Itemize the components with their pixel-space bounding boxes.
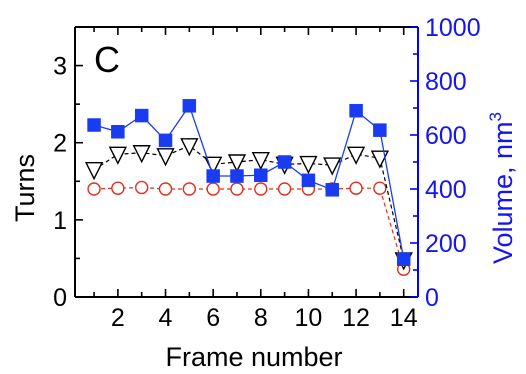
data-point-triangle [84, 162, 104, 181]
data-point-square [349, 103, 363, 118]
y2-tick-label: 200 [425, 230, 467, 258]
data-point-square [254, 168, 268, 182]
series-circle-open [87, 180, 411, 276]
y-axis-title: Turns [10, 154, 40, 222]
data-point-circle [158, 182, 173, 196]
series-square-filled [87, 99, 411, 266]
panel-label: C [94, 39, 120, 80]
data-point-circle [230, 182, 244, 196]
series-line [94, 186, 405, 270]
data-point-triangle [251, 151, 270, 171]
data-point-square [301, 173, 316, 188]
series-line [93, 145, 405, 261]
data-point-circle [134, 180, 149, 195]
y-tick-label: 3 [53, 53, 67, 81]
y2-tick-label: 600 [425, 122, 467, 150]
y2-tick-label: 1000 [425, 14, 481, 42]
y2-tick-label: 400 [425, 176, 467, 204]
data-point-triangle [323, 157, 342, 176]
data-point-circle [206, 182, 220, 196]
y2-axis-title: Volume, nm3 [486, 112, 518, 264]
x-tick-label: 6 [206, 304, 220, 332]
x-tick-label: 12 [342, 304, 370, 332]
data-point-square [134, 108, 149, 123]
x-tick-label: 10 [295, 304, 323, 332]
y2-axis-title-text: Volume, nm [488, 121, 518, 264]
data-point-square [277, 155, 292, 169]
data-point-triangle [346, 146, 366, 165]
data-point-square [182, 99, 197, 113]
data-point-square [111, 125, 125, 139]
data-point-triangle [299, 155, 318, 175]
data-point-square [158, 133, 173, 148]
data-point-circle [254, 182, 268, 196]
y-tick-label: 0 [53, 284, 67, 312]
data-point-circle [87, 182, 101, 196]
data-point-triangle [227, 154, 247, 173]
data-point-square [325, 183, 339, 197]
y-tick-label: 2 [53, 130, 67, 158]
x-tick-label: 2 [111, 304, 125, 332]
data-point-triangle [132, 145, 151, 164]
data-point-square [206, 169, 220, 183]
data-point-circle [182, 182, 197, 196]
y2-tick-label: 800 [425, 68, 467, 96]
x-tick-label: 8 [254, 304, 268, 332]
x-tick-label: 14 [390, 304, 418, 332]
y2-axis-title-superscript: 3 [486, 112, 505, 121]
series-triangle-down-open [84, 138, 413, 271]
data-point-square [87, 118, 101, 132]
series-layer [84, 99, 413, 276]
data-point-triangle [156, 148, 175, 167]
data-point-circle [349, 181, 363, 195]
data-point-square [396, 252, 411, 266]
data-point-triangle [180, 138, 199, 157]
data-point-square [373, 123, 387, 137]
data-point-circle [373, 181, 387, 195]
data-point-circle [277, 182, 292, 196]
data-point-triangle [108, 146, 128, 165]
data-point-circle [111, 181, 125, 195]
data-point-square [230, 169, 244, 183]
y2-tick-label: 0 [425, 284, 439, 312]
x-tick-label: 4 [159, 304, 173, 332]
x-axis-title: Frame number [165, 342, 342, 372]
y-tick-label: 1 [53, 207, 67, 235]
